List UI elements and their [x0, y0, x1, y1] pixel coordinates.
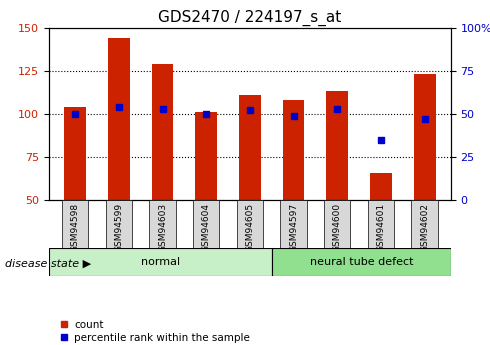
- FancyBboxPatch shape: [324, 200, 350, 248]
- Bar: [414, 74, 436, 200]
- FancyBboxPatch shape: [193, 200, 220, 248]
- FancyBboxPatch shape: [412, 200, 438, 248]
- FancyBboxPatch shape: [237, 200, 263, 248]
- Text: GSM94605: GSM94605: [245, 203, 254, 252]
- Bar: [108, 38, 130, 200]
- Bar: [239, 95, 261, 200]
- Bar: [196, 112, 217, 200]
- FancyBboxPatch shape: [272, 248, 451, 276]
- Text: GSM94600: GSM94600: [333, 203, 342, 252]
- Text: GSM94601: GSM94601: [376, 203, 386, 252]
- FancyBboxPatch shape: [49, 248, 272, 276]
- Bar: [151, 64, 173, 200]
- Bar: [283, 100, 304, 200]
- Text: GSM94604: GSM94604: [202, 203, 211, 252]
- Title: GDS2470 / 224197_s_at: GDS2470 / 224197_s_at: [158, 10, 342, 26]
- Text: GSM94599: GSM94599: [114, 203, 123, 252]
- FancyBboxPatch shape: [280, 200, 307, 248]
- Bar: [370, 172, 392, 200]
- Text: neural tube defect: neural tube defect: [310, 257, 413, 267]
- Text: GSM94602: GSM94602: [420, 203, 429, 252]
- Bar: [326, 91, 348, 200]
- Text: GSM94603: GSM94603: [158, 203, 167, 252]
- Bar: [64, 107, 86, 200]
- FancyBboxPatch shape: [368, 200, 394, 248]
- Legend: count, percentile rank within the sample: count, percentile rank within the sample: [54, 316, 254, 345]
- Text: GSM94597: GSM94597: [289, 203, 298, 252]
- Text: GSM94598: GSM94598: [71, 203, 80, 252]
- Text: normal: normal: [141, 257, 180, 267]
- FancyBboxPatch shape: [149, 200, 175, 248]
- Text: disease state ▶: disease state ▶: [5, 259, 91, 269]
- FancyBboxPatch shape: [106, 200, 132, 248]
- FancyBboxPatch shape: [62, 200, 88, 248]
